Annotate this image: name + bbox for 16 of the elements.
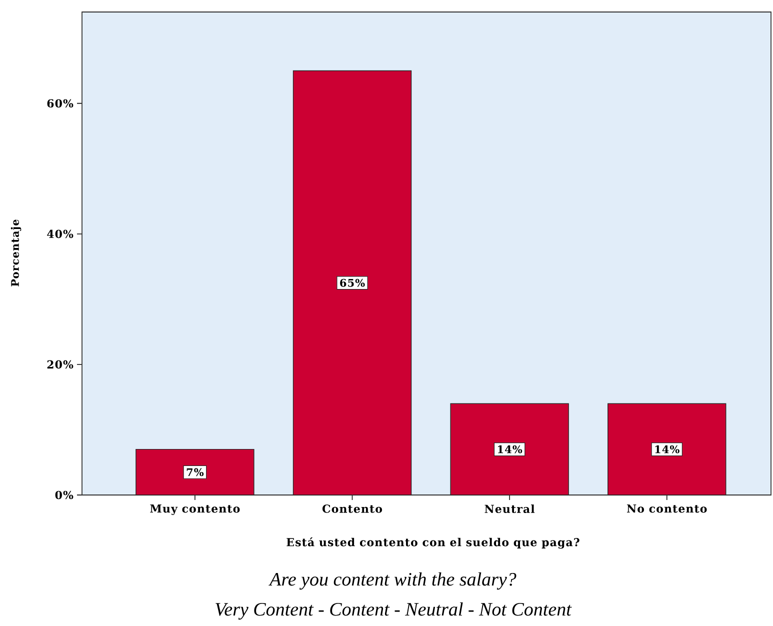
y-tick-label: 20% bbox=[47, 360, 74, 369]
x-tick-label: Neutral bbox=[484, 504, 535, 514]
x-tick-label: No contento bbox=[627, 504, 707, 513]
x-axis-title: Está usted contento con el sueldo que paga? bbox=[286, 537, 580, 549]
data-label: 65% bbox=[340, 278, 365, 287]
y-tick-label: 60% bbox=[47, 99, 74, 108]
data-label: 14% bbox=[655, 445, 680, 454]
data-label: 7% bbox=[186, 468, 204, 476]
data-label: 14% bbox=[498, 445, 522, 454]
x-tick-label: Muy contento bbox=[150, 504, 240, 515]
x-tick-label: Contento bbox=[322, 504, 382, 513]
text: Are you content with the salary? bbox=[268, 572, 516, 590]
y-tick-label: 0% bbox=[55, 490, 74, 500]
y-axis-title: Porcentaje bbox=[10, 220, 22, 286]
y-tick-label: 40% bbox=[47, 230, 74, 238]
text: Very Content - Content - Neutral - Not Content bbox=[216, 602, 572, 620]
